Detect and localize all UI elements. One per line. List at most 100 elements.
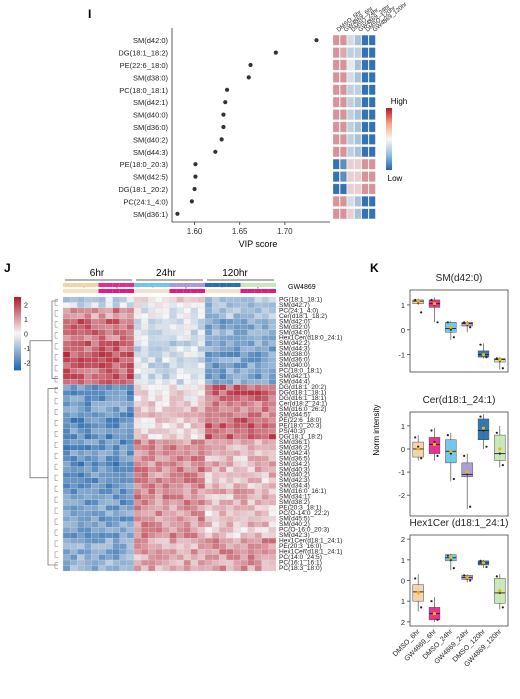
mini-heatmap-cell [340, 122, 346, 132]
heatmap-cell [91, 439, 98, 444]
heatmap-cell [148, 412, 155, 417]
heatmap-cell [255, 456, 262, 461]
heatmap-cell [170, 483, 177, 488]
boxplot-mean [482, 427, 485, 430]
group-annotation-cell [134, 283, 141, 287]
heatmap-cell [84, 505, 91, 510]
heatmap-cell [269, 346, 276, 351]
heatmap-cell [120, 308, 127, 313]
heatmap-cell [255, 555, 262, 560]
heatmap-cell [262, 478, 269, 483]
boxplot-mean [482, 353, 485, 356]
heatmap-cell [233, 472, 240, 477]
mini-heatmap-cell [362, 172, 368, 182]
heatmap-cell [155, 407, 162, 412]
heatmap-cell [91, 346, 98, 351]
heatmap-cell [219, 308, 226, 313]
heatmap-cell [269, 423, 276, 428]
heatmap-cell [77, 396, 84, 401]
mini-heatmap-cell [369, 85, 375, 95]
mini-heatmap-cell [347, 134, 353, 144]
heatmap-cell [84, 401, 91, 406]
heatmap-cell [70, 489, 77, 494]
heatmap-cell [241, 500, 248, 505]
heatmap-cell [262, 297, 269, 302]
heatmap-cell [84, 483, 91, 488]
mini-heatmap-cell [347, 122, 353, 132]
heatmap-cell [191, 297, 198, 302]
heatmap-cell [269, 390, 276, 395]
heatmap-cell [191, 401, 198, 406]
heatmap-cell [226, 363, 233, 368]
heatmap-cell [198, 522, 205, 527]
heatmap-cell [77, 357, 84, 362]
heatmap-cell [177, 346, 184, 351]
heatmap-cell [84, 494, 91, 499]
mini-heatmap-cell [333, 122, 339, 132]
heatmap-cell [226, 549, 233, 554]
boxplot-point [469, 506, 471, 508]
heatmap-cell [262, 450, 269, 455]
heatmap-cell [233, 379, 240, 384]
heatmap-cell [120, 374, 127, 379]
heatmap-cell [205, 478, 212, 483]
heatmap-cell [219, 533, 226, 538]
heatmap-cell [99, 505, 106, 510]
heatmap-cell [106, 478, 113, 483]
heatmap-cell [113, 308, 120, 313]
heatmap-cell [127, 418, 134, 423]
heatmap-cell [106, 549, 113, 554]
heatmap-cell [262, 313, 269, 318]
heatmap-cell [198, 297, 205, 302]
mini-heatmap-cell [347, 209, 353, 219]
heatmap-cell [198, 423, 205, 428]
heatmap-cell [99, 489, 106, 494]
heatmap-cell [233, 505, 240, 510]
heatmap-cell [141, 423, 148, 428]
heatmap-cell [127, 560, 134, 565]
heatmap-cell [212, 308, 219, 313]
heatmap-cell [170, 352, 177, 357]
heatmap-cell [91, 555, 98, 560]
heatmap-cell [77, 374, 84, 379]
treatment-annotation-cell [162, 289, 169, 293]
heatmap-cell [91, 494, 98, 499]
heatmap-cell [91, 511, 98, 516]
heatmap-cell [70, 335, 77, 340]
heatmap-cell [212, 368, 219, 373]
heatmap-cell [120, 434, 127, 439]
heatmap-cell [127, 450, 134, 455]
heatmap-cell [233, 516, 240, 521]
heatmap-cell [184, 538, 191, 543]
heatmap-cell [113, 330, 120, 335]
heatmap-cell [70, 483, 77, 488]
heatmap-cell [63, 500, 70, 505]
heatmap-cell [113, 313, 120, 318]
heatmap-cell [113, 494, 120, 499]
heatmap-cell [255, 401, 262, 406]
heatmap-cell [63, 374, 70, 379]
boxplot-panel: Norm intensity SM(d42:0)10-1Cer(d18:1_24… [372, 273, 508, 668]
heatmap-cell [255, 368, 262, 373]
heatmap-cell [70, 505, 77, 510]
heatmap-cell [205, 313, 212, 318]
heatmap-cell [205, 308, 212, 313]
heatmap-cell [70, 423, 77, 428]
boxplot-mean [498, 358, 501, 361]
heatmap-cell [205, 494, 212, 499]
heatmap-cell [226, 297, 233, 302]
heatmap-cell [106, 379, 113, 384]
heatmap-cell [70, 560, 77, 565]
heatmap-cell [233, 363, 240, 368]
heatmap-cell [84, 352, 91, 357]
heatmap-cell [141, 313, 148, 318]
boxplot-y-tick-label: 2 [401, 618, 405, 627]
heatmap-cell [91, 352, 98, 357]
heatmap-cell [155, 418, 162, 423]
heatmap-cell [99, 566, 106, 571]
treatment-annotation-cell [184, 289, 191, 293]
heatmap-cell [177, 374, 184, 379]
heatmap-cell [162, 566, 169, 571]
heatmap-cell [226, 516, 233, 521]
mini-heatmap-cell [369, 134, 375, 144]
